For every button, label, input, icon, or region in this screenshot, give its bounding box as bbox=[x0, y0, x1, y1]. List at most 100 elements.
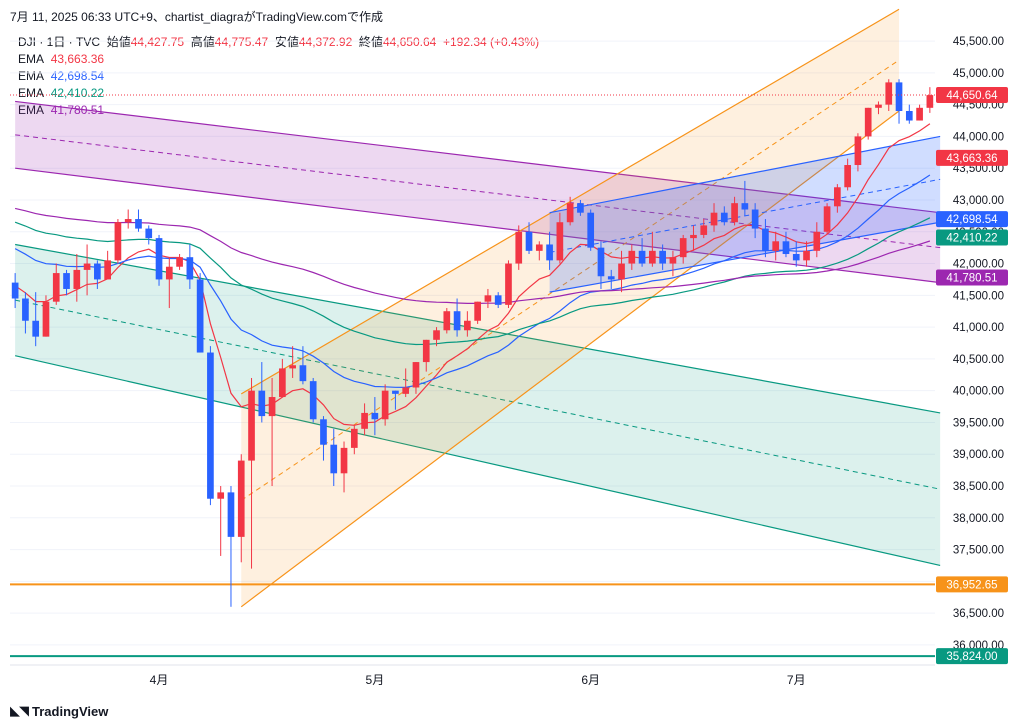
candle-body bbox=[340, 447, 348, 474]
candle-body bbox=[124, 219, 132, 223]
price-axis-tick-label: 39,000.00 bbox=[953, 449, 1004, 461]
low-value: 44,372.92 bbox=[298, 35, 353, 49]
candle-body bbox=[11, 282, 19, 299]
candle-body bbox=[494, 295, 502, 305]
ema-row[interactable]: EMA 42,410.22 bbox=[18, 85, 539, 102]
candle-body bbox=[566, 203, 574, 223]
price-tag-label: 42,410.22 bbox=[946, 232, 997, 244]
candle-body bbox=[464, 320, 471, 331]
channel-midline bbox=[15, 134, 941, 249]
candle-body bbox=[165, 266, 173, 280]
close-label: 終値 bbox=[358, 35, 383, 49]
candle-body bbox=[350, 428, 358, 448]
price-axis[interactable]: 36,000.0036,500.0037,000.0037,500.0038,0… bbox=[953, 36, 1004, 652]
channel-fill bbox=[15, 244, 941, 566]
close-value: 44,650.64 bbox=[382, 35, 437, 49]
candle-body bbox=[762, 228, 769, 251]
candle-body bbox=[361, 412, 368, 429]
candle-body bbox=[875, 104, 882, 108]
candle-body bbox=[751, 209, 759, 229]
channel-fill bbox=[241, 9, 900, 607]
price-tag-label: 36,952.65 bbox=[946, 579, 997, 591]
candles bbox=[11, 79, 934, 607]
price-tag-box bbox=[936, 229, 1008, 246]
candle-body bbox=[854, 136, 862, 166]
open-value: 44,427.75 bbox=[130, 35, 185, 49]
high-label: 高値 bbox=[190, 35, 215, 49]
candle-body bbox=[690, 234, 697, 239]
price-axis-tick-label: 37,500.00 bbox=[953, 545, 1004, 557]
candle-body bbox=[176, 257, 183, 267]
candle-body bbox=[669, 257, 677, 264]
symbol-label[interactable]: DJI · 1日 · TVC bbox=[18, 35, 101, 49]
high-value: 44,775.47 bbox=[214, 35, 269, 49]
candle-body bbox=[145, 228, 153, 239]
candle-body bbox=[196, 279, 204, 353]
channel-upper-line bbox=[15, 100, 941, 214]
candle-body bbox=[73, 269, 81, 289]
channel-drawings bbox=[10, 8, 941, 646]
candle-body bbox=[813, 231, 821, 251]
candle-body bbox=[433, 330, 440, 340]
candle-body bbox=[844, 165, 851, 188]
candle-body bbox=[453, 311, 461, 331]
candle-body bbox=[895, 82, 903, 111]
candle-body bbox=[525, 231, 533, 251]
candle-body bbox=[258, 390, 266, 417]
candle-body bbox=[484, 295, 492, 302]
price-axis-tick-label: 39,500.00 bbox=[953, 417, 1004, 429]
channel-upper-line bbox=[549, 135, 941, 214]
candle-body bbox=[546, 244, 553, 261]
candle-body bbox=[823, 206, 831, 232]
ema-row[interactable]: EMA 43,663.36 bbox=[18, 51, 539, 68]
price-axis-tick-label: 43,000.00 bbox=[953, 195, 1004, 207]
price-tag-label: 44,650.64 bbox=[946, 90, 998, 102]
time-axis-tick-label: 7月 bbox=[787, 673, 806, 687]
price-tag-label: 35,824.00 bbox=[946, 651, 997, 663]
candle-body bbox=[916, 107, 923, 121]
candle-body bbox=[618, 263, 625, 280]
candle-body bbox=[607, 276, 615, 280]
candle-body bbox=[279, 368, 286, 398]
candle-body bbox=[63, 273, 70, 289]
candle-body bbox=[700, 225, 708, 235]
channel-midline bbox=[15, 299, 941, 490]
candle-body bbox=[83, 263, 91, 270]
channel-lower-line bbox=[15, 355, 941, 567]
time-axis-tick-label: 6月 bbox=[581, 673, 600, 687]
tradingview-logo-icon: ◣◥ bbox=[10, 703, 29, 718]
change-value: +192.34 (+0.43%) bbox=[443, 35, 540, 49]
low-label: 安値 bbox=[274, 35, 299, 49]
candle-body bbox=[638, 250, 646, 264]
tradingview-brand[interactable]: ◣◥ TradingView bbox=[10, 703, 108, 719]
ema-row[interactable]: EMA 41,780.51 bbox=[18, 102, 539, 119]
price-axis-tick-label: 36,500.00 bbox=[953, 608, 1004, 620]
candle-body bbox=[710, 212, 718, 226]
candle-body bbox=[792, 254, 800, 261]
price-axis-tick-label: 41,500.00 bbox=[953, 290, 1004, 302]
time-axis-tick-label: 4月 bbox=[150, 673, 169, 687]
price-axis-tick-label: 43,500.00 bbox=[953, 163, 1004, 175]
candle-body bbox=[299, 365, 307, 382]
price-axis-tick-label: 40,000.00 bbox=[953, 386, 1004, 398]
price-axis-tick-label: 42,000.00 bbox=[953, 259, 1004, 271]
candle-body bbox=[649, 250, 656, 264]
candle-body bbox=[402, 387, 410, 394]
candle-body bbox=[659, 250, 666, 264]
time-axis[interactable]: 4月 5月 6月 7月 bbox=[10, 664, 935, 687]
price-tag-label: 42,698.54 bbox=[946, 214, 998, 226]
candle-body bbox=[720, 212, 728, 223]
candle-body bbox=[864, 107, 872, 137]
candle-body bbox=[22, 298, 29, 321]
candle-body bbox=[217, 492, 225, 499]
candle-body bbox=[52, 273, 60, 302]
candle-body bbox=[834, 187, 841, 207]
price-tags: 44,650.64 43,663.36 42,698.54 42,410.22 41,7… bbox=[936, 87, 1008, 665]
candle-body bbox=[381, 390, 389, 420]
ema-value: 43,663.36 bbox=[50, 52, 105, 66]
ema-line bbox=[14, 217, 931, 346]
price-tag-label: 43,663.36 bbox=[946, 153, 997, 165]
candle-body bbox=[926, 95, 934, 108]
